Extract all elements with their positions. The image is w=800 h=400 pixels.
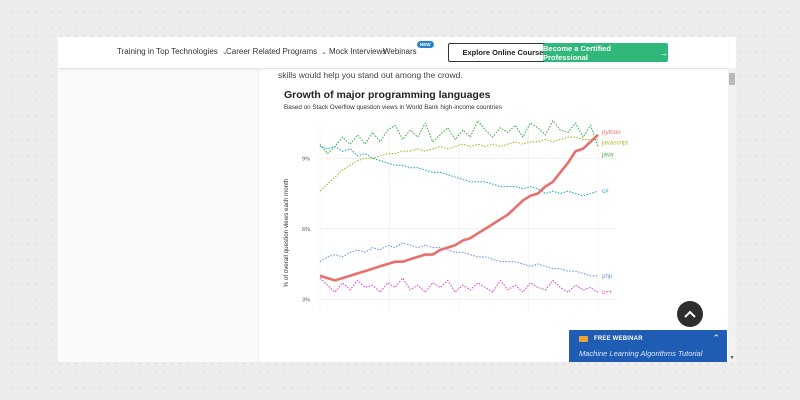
nav-item-career[interactable]: Career Related Programs ⌄ <box>226 47 327 56</box>
webinar-title[interactable]: Machine Learning Algorithms Tutorial <box>579 349 703 358</box>
nav-item-label: Webinars <box>383 47 417 56</box>
scroll-down-arrow-icon[interactable]: ▼ <box>729 355 735 361</box>
scroll-to-top-button[interactable] <box>677 301 703 327</box>
chart-title: Growth of major programming languages <box>284 89 491 101</box>
series-line-php <box>319 242 598 277</box>
series-label: python <box>602 129 621 136</box>
series-label: java <box>601 152 614 159</box>
series-line-python <box>319 133 599 282</box>
language-growth-chart: Growth of major programming languages Ba… <box>283 89 628 311</box>
nav-item-webinars[interactable]: Webinars <box>383 47 417 56</box>
page-scrollbar[interactable]: ▼ <box>728 68 736 362</box>
left-gutter <box>58 69 258 362</box>
chevron-up-icon[interactable]: ⌃ <box>712 333 720 343</box>
nav-item-label: Career Related Programs <box>226 47 318 56</box>
browser-window: Training in Top Technologies ⌄ Career Rel… <box>58 37 736 362</box>
series-line-csharp <box>319 145 599 197</box>
webinar-header: FREE WEBINAR <box>579 336 643 342</box>
chart-series-labels: javascript java c# php c++ python <box>601 129 628 296</box>
webinar-tag: FREE WEBINAR <box>594 336 643 342</box>
nav-item-mock-interviews[interactable]: Mock Interviews <box>329 47 386 56</box>
chart-y-axis-label: % of overall question views each month <box>283 178 290 287</box>
y-tick-label: 6% <box>302 227 310 233</box>
article-intro-text: skills would help you stand out among th… <box>278 70 463 80</box>
video-icon <box>579 336 588 342</box>
scrollbar-thumb[interactable] <box>729 73 735 85</box>
chart-subtitle: Based on Stack Overflow question views i… <box>284 104 502 111</box>
new-badge: NEW <box>417 41 434 48</box>
become-certified-button[interactable]: Become a Certified Professional → <box>543 43 668 62</box>
top-navbar: Training in Top Technologies ⌄ Career Rel… <box>58 37 728 69</box>
series-label: php <box>602 273 613 280</box>
article-column <box>258 69 729 362</box>
explore-courses-label: Explore Online Courses <box>462 48 548 57</box>
series-line-cplusplus <box>319 277 599 293</box>
series-label: javascript <box>601 139 628 146</box>
chevron-up-icon <box>684 310 696 318</box>
series-line-javascript <box>319 136 598 192</box>
nav-item-label: Mock Interviews <box>329 47 387 56</box>
arrow-right-icon: → <box>659 47 668 58</box>
nav-item-label: Training in Top Technologies <box>117 47 218 56</box>
y-tick-label: 9% <box>302 156 310 162</box>
series-line-java <box>319 120 599 155</box>
y-tick-label: 3% <box>302 297 310 303</box>
nav-item-training[interactable]: Training in Top Technologies ⌄ <box>117 47 228 56</box>
free-webinar-widget[interactable]: FREE WEBINAR ⌃ Machine Learning Algorith… <box>569 330 727 362</box>
chevron-down-icon: ⌄ <box>221 49 228 56</box>
chart-y-ticks: 9% 6% 3% <box>302 156 310 303</box>
series-label: c# <box>602 188 609 195</box>
chart-series <box>319 120 599 293</box>
series-label: c++ <box>602 289 613 296</box>
become-certified-label: Become a Certified Professional <box>543 43 611 62</box>
chart-gridlines <box>319 123 616 311</box>
chevron-down-icon: ⌄ <box>321 49 328 56</box>
